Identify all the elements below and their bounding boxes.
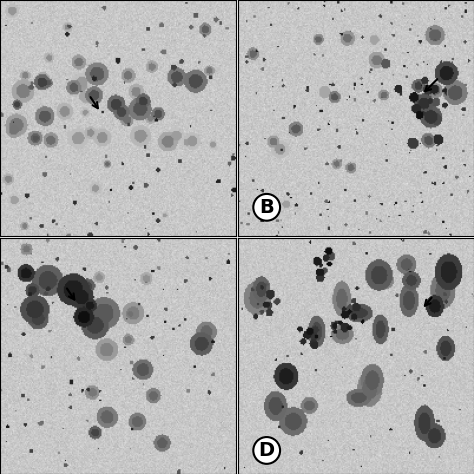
Text: B: B bbox=[259, 198, 274, 217]
Text: D: D bbox=[259, 441, 275, 460]
